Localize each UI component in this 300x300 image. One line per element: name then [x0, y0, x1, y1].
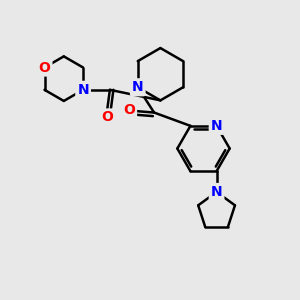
Text: N: N — [211, 185, 222, 199]
Text: O: O — [123, 103, 135, 117]
Text: O: O — [101, 110, 113, 124]
Text: O: O — [39, 61, 50, 74]
Text: N: N — [211, 119, 222, 133]
Text: N: N — [77, 83, 89, 97]
Text: N: N — [132, 80, 144, 94]
